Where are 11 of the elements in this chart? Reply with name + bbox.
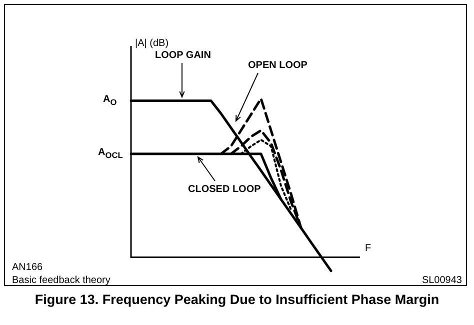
text: LOOP GAIN <box>155 50 211 61</box>
text: AN166 <box>12 262 43 273</box>
text: SL00943 <box>422 275 462 286</box>
text: Basic feedback theory <box>12 275 110 286</box>
x-axis-title: F <box>365 243 372 254</box>
annotation: CLOSED LOOP <box>188 184 261 195</box>
text: A$_{O}$ <box>103 94 117 107</box>
y-axis-title: |A| (dB) <box>135 38 169 49</box>
text: A$_{OCL}$ <box>98 147 123 160</box>
text: Figure 13. Frequency Peaking Due to Insufficient Phase Margin <box>34 292 440 307</box>
text: OPEN LOOP <box>248 60 308 71</box>
